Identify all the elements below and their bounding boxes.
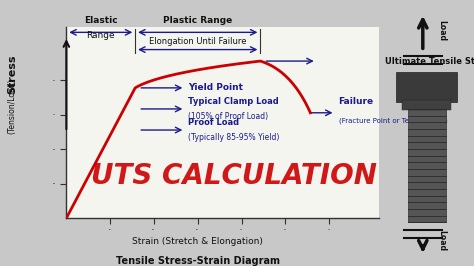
Text: Tensile Stress-Strain Diagram: Tensile Stress-Strain Diagram [116, 256, 280, 266]
Text: (Typically 85-95% Yield): (Typically 85-95% Yield) [188, 133, 280, 142]
Bar [402, 100, 451, 110]
Text: Range: Range [86, 31, 115, 40]
Text: Ultimate Tensile Strength: Ultimate Tensile Strength [385, 57, 474, 66]
Text: (Tension/Load): (Tension/Load) [8, 78, 16, 134]
Text: Stress: Stress [7, 55, 17, 94]
Text: Elongation Until Failure: Elongation Until Failure [149, 37, 246, 46]
Text: Yield Point: Yield Point [188, 83, 243, 92]
Text: Elastic: Elastic [84, 16, 118, 25]
FancyBboxPatch shape [396, 72, 457, 102]
Bar [408, 102, 446, 222]
Text: Load: Load [438, 230, 446, 251]
Text: Load: Load [438, 20, 446, 41]
Text: (Fracture Point or Tensile Point): (Fracture Point or Tensile Point) [338, 117, 447, 124]
Text: Failure: Failure [338, 97, 374, 106]
Text: Typical Clamp Load: Typical Clamp Load [188, 97, 279, 106]
Text: Proof Load: Proof Load [188, 118, 239, 127]
Text: Plastic Range: Plastic Range [163, 16, 232, 25]
Text: (105% of Proof Load): (105% of Proof Load) [188, 112, 268, 121]
Text: Strain (Stretch & Elongation): Strain (Stretch & Elongation) [132, 237, 263, 246]
Text: UTS CALCULATION: UTS CALCULATION [91, 162, 377, 190]
